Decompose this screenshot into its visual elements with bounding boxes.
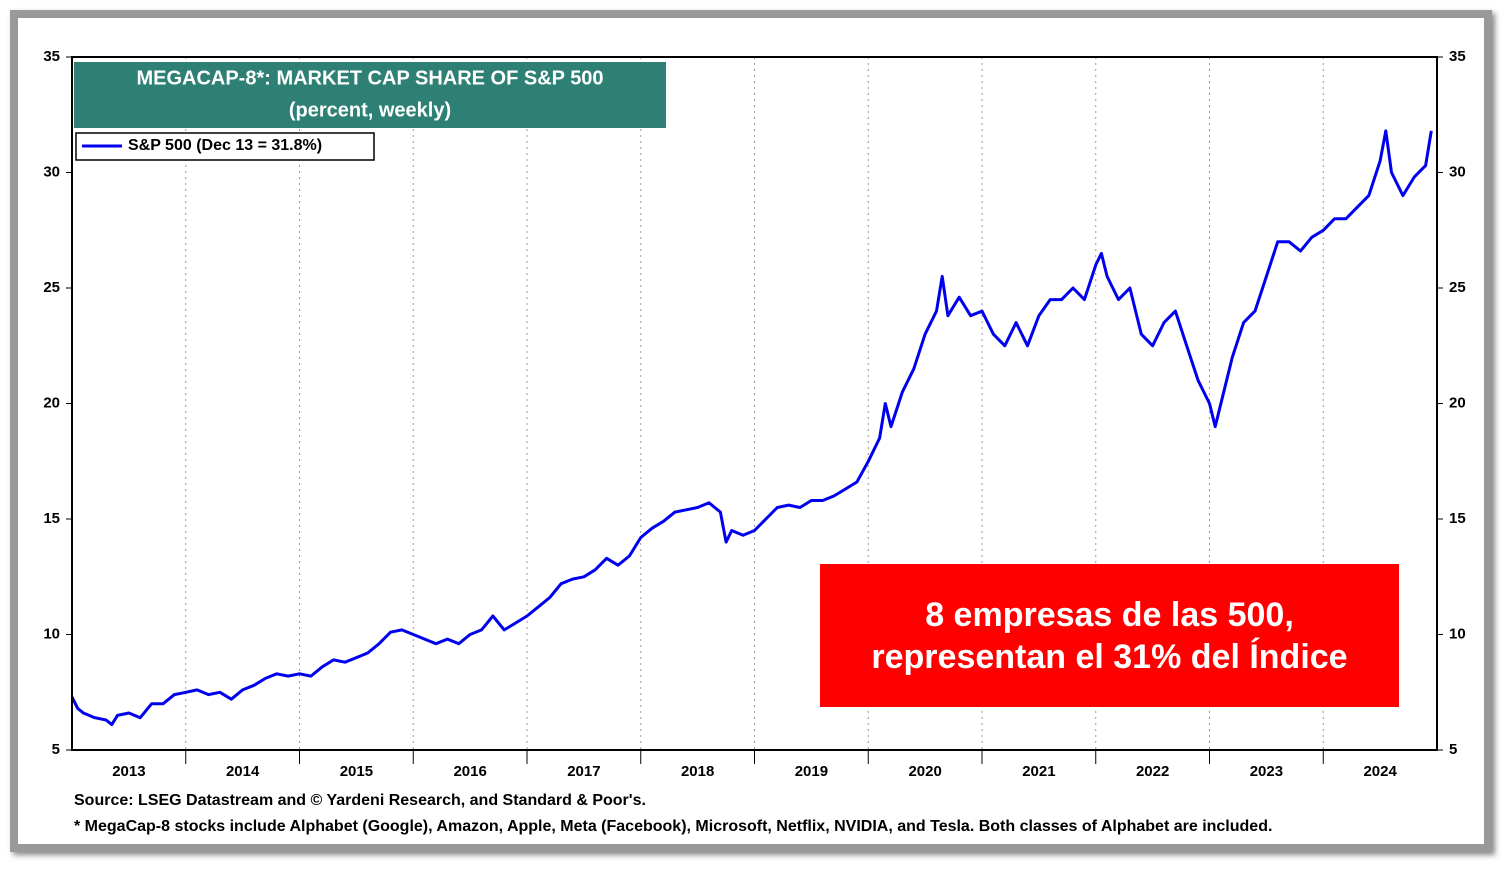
annotation-text: 8 empresas de las 500, representan el 31… [871,595,1348,676]
y-tick-label: 15 [43,510,60,527]
annotation-box [820,564,1399,707]
chart-subtitle: (percent, weekly) [289,99,451,121]
y-tick-label: 10 [43,625,60,642]
y2-tick-label: 25 [1449,279,1466,296]
y2-tick-label: 10 [1449,625,1466,642]
x-tick-label: 2021 [1022,763,1055,780]
y2-tick-label: 20 [1449,394,1466,411]
x-tick-label: 2013 [112,763,145,780]
y-tick-label: 35 [43,48,60,65]
annotation: 8 empresas de las 500, representan el 31… [871,595,1348,676]
chart-title: MEGACAP-8*: MARKET CAP SHARE OF S&P 500 [136,67,603,89]
footnote: * MegaCap-8 stocks include Alphabet (Goo… [74,818,1272,835]
x-tick-label: 2019 [795,763,828,780]
y-tick-label: 30 [43,163,60,180]
x-tick-label: 2014 [226,763,260,780]
plot-border [71,56,1438,751]
x-tick-label: 2020 [908,763,941,780]
y2-tick-label: 15 [1449,510,1466,527]
x-tick-label: 2015 [340,763,373,780]
y2-tick-label: 35 [1449,48,1466,65]
x-tick-label: 2017 [567,763,600,780]
y-tick-label: 5 [52,741,60,758]
legend-label: S&P 500 (Dec 13 = 31.8%) [128,137,322,154]
x-tick-label: 2023 [1250,763,1283,780]
y-tick-label: 20 [43,394,60,411]
x-tick-label: 2016 [453,763,486,780]
x-tick-label: 2024 [1363,763,1397,780]
data-line [70,129,1433,727]
legend [75,132,375,161]
x-tick-label: 2018 [681,763,714,780]
y-tick-label: 25 [43,279,60,296]
y2-tick-label: 5 [1449,741,1457,758]
x-tick-label: 2022 [1136,763,1169,780]
y2-tick-label: 30 [1449,163,1466,180]
title-box [74,62,666,128]
source: Source: LSEG Datastream and © Yardeni Re… [74,792,646,809]
